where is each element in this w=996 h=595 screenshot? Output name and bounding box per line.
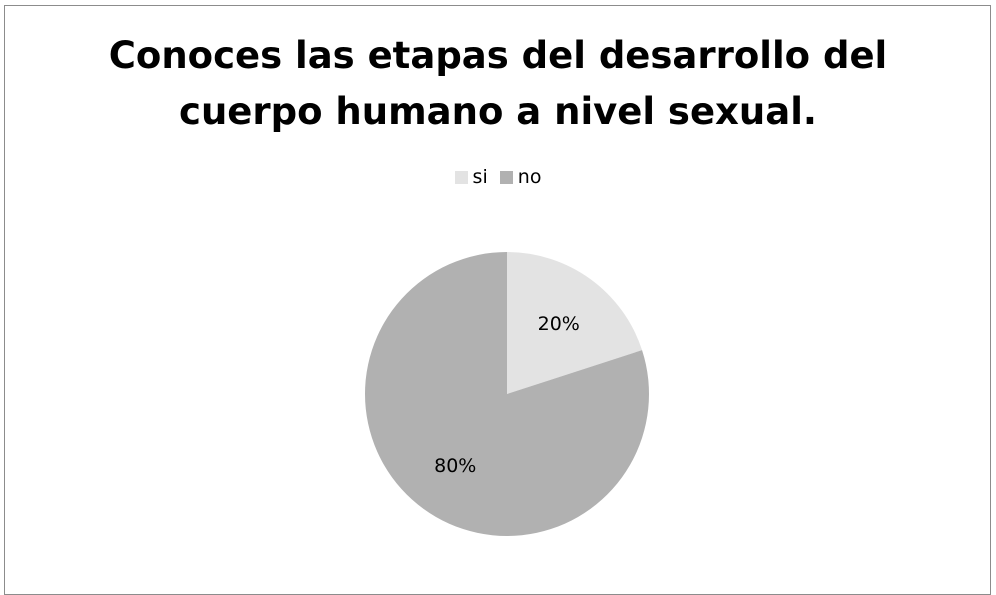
pie-slice-si bbox=[507, 252, 643, 394]
legend-label-no: no bbox=[517, 166, 542, 188]
legend-item-no: no bbox=[499, 166, 542, 188]
pie-chart: 20% 80% bbox=[365, 252, 650, 536]
pie-slice-no bbox=[365, 252, 650, 536]
legend-swatch-si bbox=[454, 170, 468, 184]
legend-item-si: si bbox=[454, 166, 488, 188]
data-label-no: 80% bbox=[434, 455, 476, 477]
chart-legend: si no bbox=[0, 166, 996, 189]
legend-swatch-no bbox=[499, 170, 513, 184]
legend-label-si: si bbox=[472, 166, 488, 188]
chart-title: Conoces las etapas del desarrollo del cu… bbox=[0, 28, 996, 140]
chart-title-line-1: Conoces las etapas del desarrollo del bbox=[108, 34, 888, 77]
data-label-si: 20% bbox=[538, 313, 580, 335]
chart-title-line-2: cuerpo humano a nivel sexual. bbox=[179, 90, 817, 133]
